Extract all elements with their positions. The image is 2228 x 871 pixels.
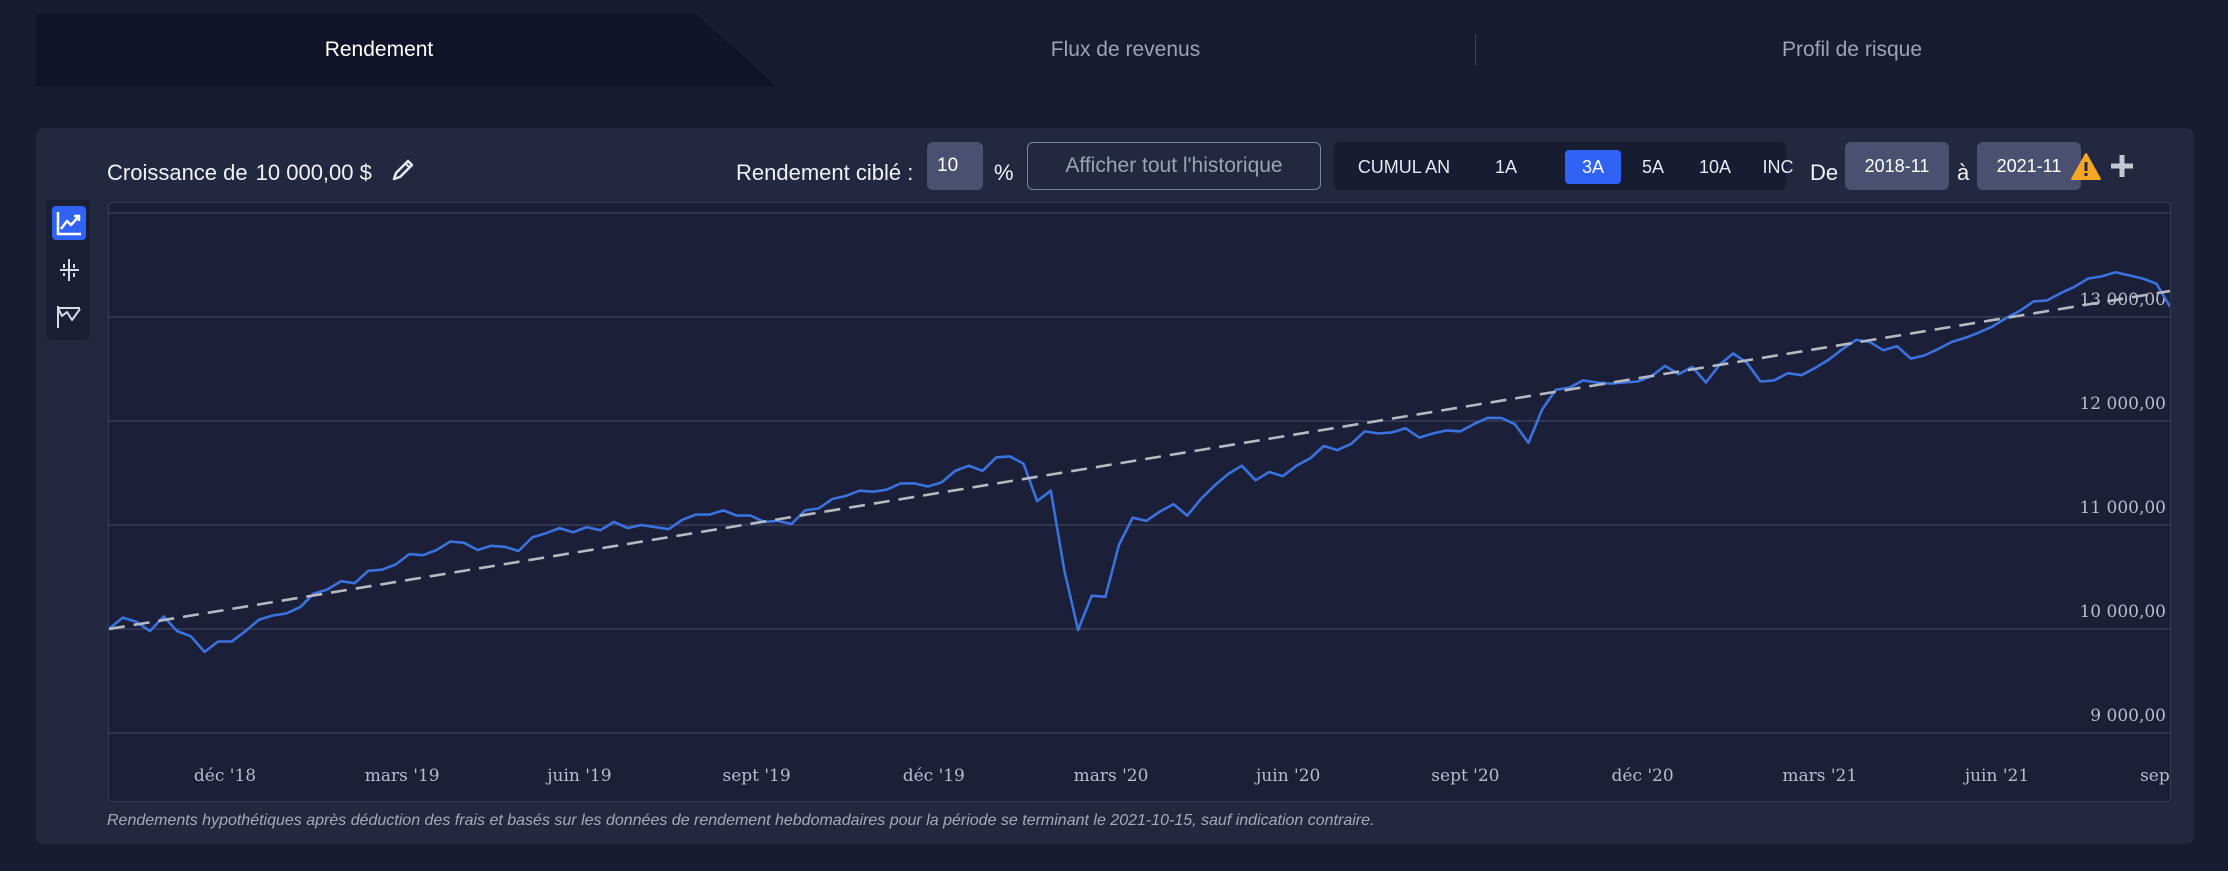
x-tick-label: sept '19: [722, 766, 790, 786]
chart-type-selector: [46, 200, 90, 340]
from-label: De: [1810, 160, 1839, 185]
range-10a[interactable]: 10A: [1698, 157, 1732, 177]
x-tick-label: juin '19: [545, 766, 611, 786]
performance-chart: 9 000,00 10 000,00 11 000,00 12 000,00 13 00…: [108, 202, 2171, 802]
range-inc[interactable]: INC: [1762, 157, 1794, 177]
target-return-line: [109, 289, 2170, 631]
x-tick-label: mars '19: [365, 766, 440, 786]
x-tick-label: mars '20: [1074, 766, 1149, 786]
show-history-button[interactable]: Afficher tout l'historique: [1027, 142, 1321, 190]
to-date-field[interactable]: 2021-11: [1977, 142, 2081, 190]
footnote: Rendements hypothétiques après déduction…: [107, 812, 1375, 829]
x-tick-label: mars '21: [1782, 766, 1857, 786]
dispersion-icon[interactable]: [52, 253, 86, 287]
from-date-field[interactable]: 2018-11: [1845, 142, 1949, 190]
y-tick-label: 12 000,00: [2079, 394, 2166, 414]
warning-icon[interactable]: [2070, 152, 2102, 182]
tab-rendement[interactable]: Rendement: [324, 38, 434, 61]
growth-label: Croissance de: [107, 160, 248, 185]
y-tick-label: 9 000,00: [2090, 706, 2166, 726]
x-tick-label: sept '21: [2140, 766, 2170, 786]
portfolio-growth-line: [109, 271, 2170, 654]
range-cumul-an[interactable]: CUMUL AN: [1357, 157, 1451, 177]
x-tick-label: déc '18: [194, 766, 256, 786]
x-tick-label: sept '20: [1431, 766, 1499, 786]
tab-divider: [1475, 34, 1476, 66]
y-tick-label: 10 000,00: [2079, 602, 2166, 622]
tab-flux-de-revenus[interactable]: Flux de revenus: [1050, 38, 1201, 61]
x-tick-label: juin '20: [1254, 766, 1320, 786]
performance-panel: Croissance de 10 000,00 $ Rendement ciblé…: [36, 128, 2194, 844]
plus-icon[interactable]: [2110, 152, 2134, 180]
pencil-icon[interactable]: [390, 152, 416, 190]
range-5a[interactable]: 5A: [1641, 157, 1665, 177]
range-3a[interactable]: 3A: [1565, 150, 1621, 184]
tab-profil-de-risque[interactable]: Profil de risque: [1781, 38, 1923, 61]
target-return-label: Rendement ciblé :: [736, 160, 914, 185]
to-label: à: [1957, 160, 1970, 185]
active-tab-background: [36, 14, 776, 86]
target-unit: %: [994, 160, 1014, 185]
x-tick-label: déc '20: [1612, 766, 1674, 786]
range-selector: CUMUL AN 1A 3A 5A 10A INC: [1334, 142, 1794, 190]
growth-amount: 10 000,00 $: [255, 160, 372, 185]
range-1a[interactable]: 1A: [1494, 157, 1518, 177]
target-return-input[interactable]: 10: [927, 142, 983, 190]
tab-bar: Rendement Flux de revenus Profil de risq…: [36, 14, 2228, 86]
x-tick-label: déc '19: [903, 766, 965, 786]
line-chart-icon[interactable]: [52, 206, 86, 240]
y-tick-label: 11 000,00: [2079, 498, 2166, 518]
growth-title: Croissance de 10 000,00 $: [107, 154, 372, 192]
x-tick-label: juin '21: [1963, 766, 2029, 786]
drawdown-icon[interactable]: [52, 300, 86, 334]
